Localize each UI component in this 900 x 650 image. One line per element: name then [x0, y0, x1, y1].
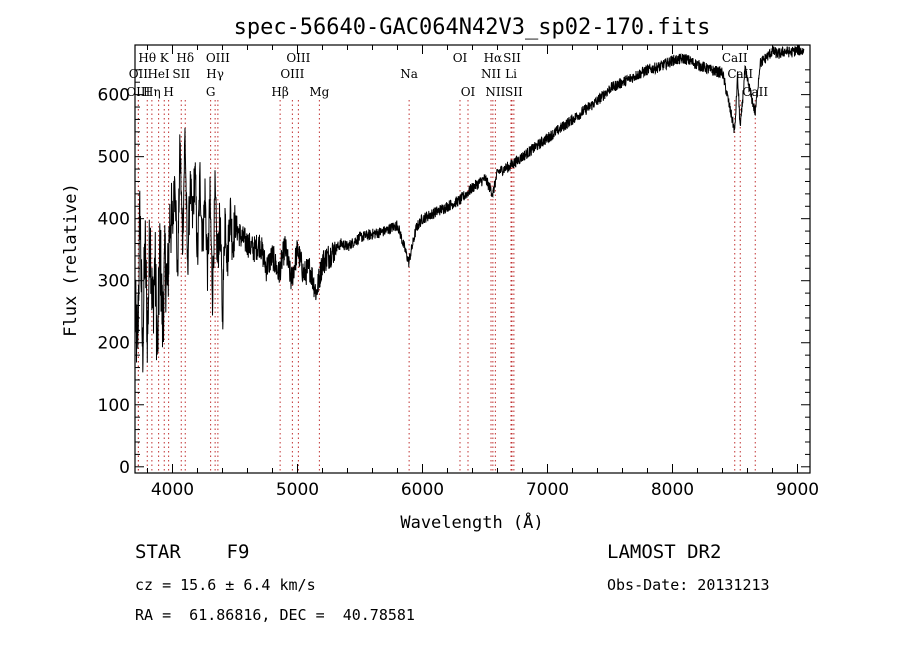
y-tick-label: 600: [98, 86, 130, 106]
line-marker-label: Hδ: [176, 51, 194, 65]
line-marker-label: Hη: [143, 85, 161, 99]
x-tick-label: 6000: [401, 480, 444, 500]
y-tick-label: 400: [98, 210, 130, 230]
x-axis: 4000 5000 6000 7000 8000 9000: [147, 45, 819, 500]
line-marker-label: OIII: [286, 51, 310, 65]
line-marker-label: Hβ: [271, 85, 288, 99]
line-marker-label: Li: [505, 67, 517, 81]
line-marker-label: OI: [461, 85, 476, 99]
line-marker-label: SII: [503, 51, 521, 65]
line-marker-label: CaII: [742, 85, 768, 99]
x-tick-label: 9000: [776, 480, 819, 500]
spectrum-line: [134, 44, 805, 373]
line-marker-label: H: [163, 85, 173, 99]
line-marker-label: CaII: [722, 51, 748, 65]
observation-date: Obs-Date: 20131213: [607, 576, 770, 594]
line-marker-label: G: [206, 85, 216, 99]
x-axis-title: Wavelength (Å): [400, 511, 543, 533]
x-tick-label: 7000: [526, 480, 569, 500]
line-marker-label: OIII: [126, 85, 150, 99]
object-class: STAR F9: [135, 541, 250, 563]
line-marker-label: NII: [481, 67, 501, 81]
line-marker-layer: Hθ OII OIII K HeI Hη H SII Hδ OIII Hγ G Hβ OIII OIII Mg…: [126, 51, 768, 473]
y-axis: 0 100 200 300 400 500 600: [98, 69, 810, 478]
line-marker-label: OII: [129, 67, 149, 81]
line-marker-label: Hθ: [138, 51, 156, 65]
line-marker-label: Na: [400, 67, 418, 81]
y-tick-label: 200: [98, 334, 130, 354]
y-tick-label: 300: [98, 272, 130, 292]
redshift-velocity: cz = 15.6 ± 6.4 km/s: [135, 576, 316, 594]
line-marker-label: Hγ: [206, 67, 224, 81]
line-marker-label: CaII: [727, 67, 753, 81]
chart-title: spec-56640-GAC064N42V3_sp02-170.fits: [234, 15, 711, 40]
survey-name: LAMOST DR2: [607, 541, 722, 563]
y-axis-title: Flux (relative): [61, 183, 81, 337]
line-marker-label: K: [160, 51, 170, 65]
line-marker-label: HeI: [147, 67, 170, 81]
line-marker-label: SII: [505, 85, 523, 99]
line-marker-label: SII: [172, 67, 190, 81]
x-tick-label: 5000: [276, 480, 319, 500]
line-marker-label: OIII: [280, 67, 304, 81]
line-marker-label: Mg: [309, 85, 329, 99]
coordinates: RA = 61.86816, DEC = 40.78581: [135, 606, 415, 624]
line-marker-label: Hα: [484, 51, 503, 65]
y-tick-label: 100: [98, 396, 130, 416]
plot-frame: [134, 44, 811, 474]
line-marker-label: OI: [453, 51, 468, 65]
x-tick-label: 4000: [151, 480, 194, 500]
spectrum-layer: [134, 44, 805, 373]
line-marker-label: NII: [485, 85, 505, 99]
y-tick-label: 0: [119, 458, 130, 478]
x-tick-label: 8000: [651, 480, 694, 500]
y-tick-label: 500: [98, 148, 130, 168]
line-marker-label: OIII: [206, 51, 230, 65]
